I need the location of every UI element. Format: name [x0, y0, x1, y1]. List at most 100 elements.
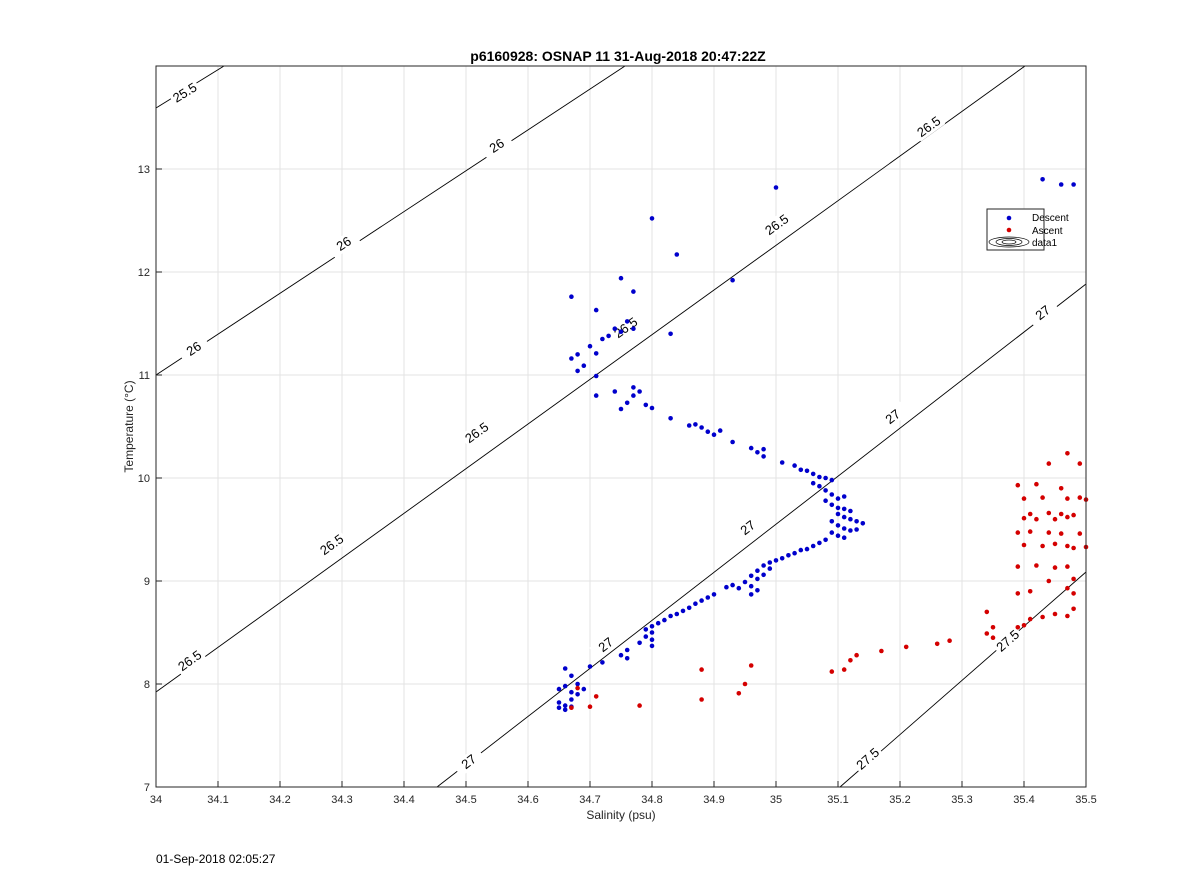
descent-point — [823, 537, 828, 543]
descent-point — [1058, 182, 1064, 187]
descent-point — [618, 329, 624, 335]
contour-label-bg — [589, 629, 623, 660]
legend-contour-ring — [1001, 239, 1017, 245]
descent-point — [562, 683, 568, 689]
descent-point — [755, 450, 760, 455]
ascent-point — [1046, 530, 1052, 535]
contour-label-bg — [609, 312, 643, 343]
ascent-point — [1021, 623, 1027, 628]
descent-point — [556, 700, 562, 705]
descent-point — [854, 527, 859, 532]
contour-label-bg — [168, 78, 202, 107]
ascent-point — [1034, 481, 1039, 487]
ascent-point — [1065, 585, 1070, 591]
y-axis-ticks: 7 8 9 10 11 12 13 — [138, 164, 162, 794]
descent-point — [792, 463, 797, 468]
x-tick-label: 35.4 — [1013, 794, 1034, 806]
ascent-point — [736, 691, 742, 696]
ascent-point — [1052, 516, 1058, 522]
descent-point — [767, 560, 773, 565]
ascent-point — [1052, 541, 1058, 547]
axes-box — [155, 65, 1087, 788]
descent-point — [835, 511, 841, 517]
contour-label-bg — [460, 417, 494, 448]
descent-point — [562, 707, 568, 713]
legend[interactable]: Descent Ascent data1 — [986, 208, 1069, 251]
contour-label-bg — [327, 229, 361, 259]
contour-label: 26 — [184, 338, 204, 358]
contour-label-bg — [912, 111, 946, 142]
x-axis-label: Salinity (psu) — [586, 808, 655, 822]
x-tick-label: 34.5 — [455, 794, 476, 806]
x-tick-label: 34.8 — [641, 794, 662, 806]
descent-point — [736, 585, 742, 591]
descent-point — [835, 496, 841, 501]
descent-point — [860, 521, 866, 526]
ascent-point — [742, 681, 748, 687]
descent-point — [649, 643, 655, 649]
descent-point — [631, 289, 636, 294]
descent-point — [817, 483, 822, 489]
ascent-point — [699, 697, 704, 702]
descent-point — [841, 526, 847, 531]
descent-point — [643, 402, 649, 408]
descent-point — [668, 416, 673, 421]
descent-point — [748, 573, 754, 579]
descent-point — [773, 185, 779, 190]
ascent-point — [575, 685, 580, 691]
descent-point — [755, 568, 760, 573]
ascent-point — [1021, 542, 1027, 548]
isopycnal-26 — [155, 65, 626, 376]
descent-point — [829, 477, 835, 483]
ascent-point — [1027, 589, 1033, 594]
descent-point — [1040, 177, 1045, 182]
ascent-point — [1052, 611, 1058, 617]
ascent-point — [1058, 511, 1064, 517]
contour-label-bg — [851, 743, 884, 775]
contour-label-bg — [177, 334, 211, 364]
descent-point — [624, 647, 630, 653]
descent-point — [730, 277, 735, 283]
descent-point — [755, 588, 760, 593]
descent-point — [593, 307, 599, 313]
ascent-point — [1052, 565, 1058, 570]
descent-point — [649, 637, 655, 642]
ascent-point — [903, 644, 909, 650]
ascent-point — [1021, 515, 1027, 521]
descent-point — [600, 336, 605, 342]
descent-point — [841, 535, 847, 540]
ascent-point — [569, 705, 574, 710]
ascent-point — [1077, 461, 1083, 466]
descent-point — [569, 673, 574, 679]
contour-label-bg — [315, 529, 349, 560]
footer-timestamp: 01-Sep-2018 02:05:27 — [156, 852, 276, 866]
legend-ascent-marker — [1006, 227, 1012, 233]
descent-point — [835, 523, 841, 528]
contour-label: 26 — [334, 233, 354, 253]
descent-point — [699, 425, 704, 430]
descent-point — [587, 664, 593, 669]
descent-point — [631, 393, 636, 398]
ascent-point — [1077, 495, 1083, 500]
ascent-point — [1046, 510, 1052, 516]
descent-point — [668, 331, 673, 337]
descent-point — [792, 550, 797, 556]
descent-point — [693, 601, 698, 606]
ascent-point — [984, 631, 990, 636]
legend-data1-label: data1 — [1032, 238, 1057, 249]
descent-point — [804, 468, 810, 474]
descent-point — [761, 563, 766, 568]
ascent-point — [1077, 531, 1083, 536]
descent-point — [618, 275, 624, 281]
ascent-point — [1027, 616, 1033, 622]
descent-point — [841, 494, 847, 499]
contour-label-bg — [173, 645, 207, 676]
ascent-point — [1027, 529, 1033, 534]
ascent-point — [984, 609, 990, 615]
descent-point — [755, 576, 760, 582]
isopycnal-27 — [436, 283, 1087, 788]
x-tick-label: 34.9 — [703, 794, 724, 806]
descent-point — [668, 613, 673, 619]
ascent-point — [1065, 543, 1070, 549]
x-tick-label: 35 — [770, 794, 782, 806]
